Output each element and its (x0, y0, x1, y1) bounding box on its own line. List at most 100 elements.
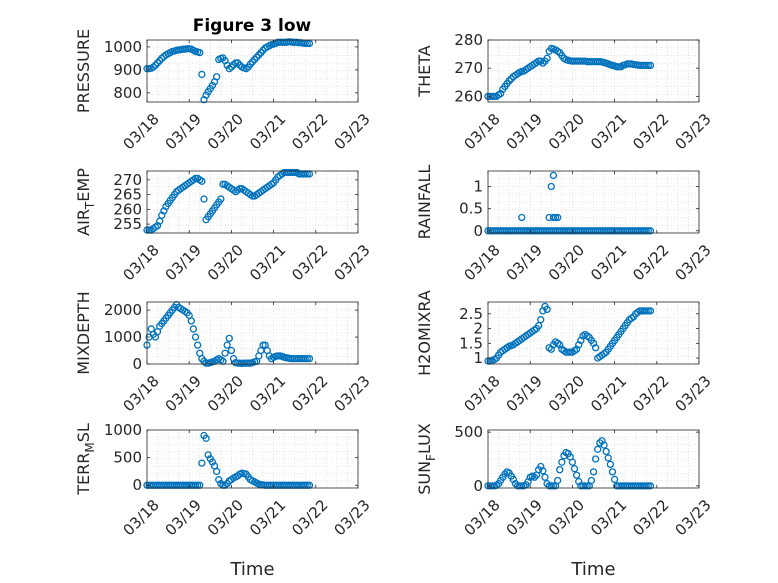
data-point (549, 213, 558, 222)
data-point (530, 473, 539, 481)
data-point (549, 482, 558, 490)
y-axis-label-part: AIR (74, 209, 93, 236)
data-point (301, 39, 309, 48)
data-point (591, 455, 600, 463)
data-point (518, 213, 526, 222)
y-tick-label: 1000 (104, 421, 142, 439)
y-tick-label: 0 (473, 222, 483, 240)
data-point (539, 59, 547, 67)
y-axis-label: MIXDEPTH (74, 291, 93, 374)
data-point (553, 476, 562, 485)
data-point (556, 466, 564, 474)
data-point (198, 177, 206, 185)
data-point (644, 482, 653, 490)
data-point (221, 349, 229, 357)
data-point (518, 482, 526, 490)
data-point (208, 81, 217, 90)
data-point (549, 171, 558, 180)
axes-box (146, 170, 359, 234)
data-point (646, 482, 655, 490)
data-point (642, 227, 650, 235)
data-point (600, 441, 608, 449)
y-axis-label: SUNFLUX (415, 423, 438, 495)
y-axis-label-subscript: M (83, 442, 97, 452)
data-point (610, 475, 619, 484)
x-axis-label: Time (229, 559, 274, 580)
y-tick-label: 2 (473, 320, 483, 338)
y-tick-label: 255 (113, 215, 142, 233)
figure-title: Figure 3 low (193, 16, 312, 36)
data-point (646, 307, 655, 315)
y-tick-label: 500 (454, 423, 483, 441)
data-point (604, 454, 612, 462)
data-point (303, 39, 312, 48)
data-point (594, 445, 602, 453)
subplot-8: 03/1803/1903/2003/2103/2203/230500SUNFLU… (415, 423, 715, 580)
data-point (602, 447, 610, 456)
data-point (539, 467, 547, 475)
data-point (553, 213, 562, 222)
data-point (219, 180, 227, 188)
data-point (615, 63, 623, 71)
data-point (301, 354, 309, 363)
data-point (587, 476, 596, 485)
y-tick-label: 2.5 (459, 305, 483, 323)
data-point (543, 54, 551, 62)
data-point (589, 468, 598, 476)
y-tick-label: 270 (454, 59, 483, 77)
data-point (198, 459, 206, 467)
data-point (608, 468, 617, 476)
y-tick-label: 0 (473, 477, 483, 495)
data-point (642, 61, 650, 70)
y-axis-label-part: SL (74, 423, 93, 442)
y-axis-label: THETA (415, 45, 434, 97)
y-axis-label-part: LUX (415, 423, 434, 454)
data-point (200, 195, 208, 203)
axes-box (487, 170, 700, 234)
data-point (215, 476, 223, 484)
data-point (229, 354, 238, 363)
y-tick-label: 1 (473, 178, 483, 196)
data-point (490, 92, 498, 101)
data-point (566, 348, 574, 356)
data-point (196, 48, 204, 57)
data-point (501, 470, 509, 478)
data-point (497, 89, 505, 98)
y-axis-label-subscript: T (83, 201, 97, 210)
data-point (551, 213, 560, 222)
data-point (646, 61, 655, 70)
data-point (191, 174, 200, 183)
y-axis-label-subscript: F (424, 454, 438, 461)
data-point (303, 354, 312, 363)
data-point (591, 344, 600, 352)
y-tick-label: 265 (113, 186, 142, 204)
axes-box (146, 301, 359, 365)
data-point (187, 317, 195, 325)
y-tick-label: 0.5 (459, 200, 483, 218)
data-point (543, 305, 551, 314)
axes-box (487, 39, 700, 103)
data-series (484, 302, 655, 365)
y-tick-label: 800 (113, 84, 142, 102)
data-point (259, 341, 267, 349)
axes-box (487, 429, 700, 489)
y-tick-label: 1.5 (459, 334, 483, 352)
data-point (183, 45, 191, 53)
data-point (547, 182, 555, 191)
data-point (547, 482, 555, 490)
data-point (541, 473, 549, 481)
y-axis-label: H2OMIXRA (415, 290, 434, 376)
x-axis-label: Time (570, 559, 615, 580)
data-series (484, 44, 655, 101)
y-axis-label-part: EMP (74, 168, 93, 202)
y-tick-label: 900 (113, 61, 142, 79)
data-point (644, 61, 653, 70)
y-axis-label-part: PRESSURE (74, 29, 93, 113)
data-point (223, 341, 231, 349)
data-series (484, 437, 655, 490)
data-point (537, 316, 545, 324)
y-axis-label: RAINFALL (415, 165, 434, 240)
grid (147, 171, 358, 233)
data-point (225, 334, 233, 343)
axes-box (146, 39, 359, 103)
